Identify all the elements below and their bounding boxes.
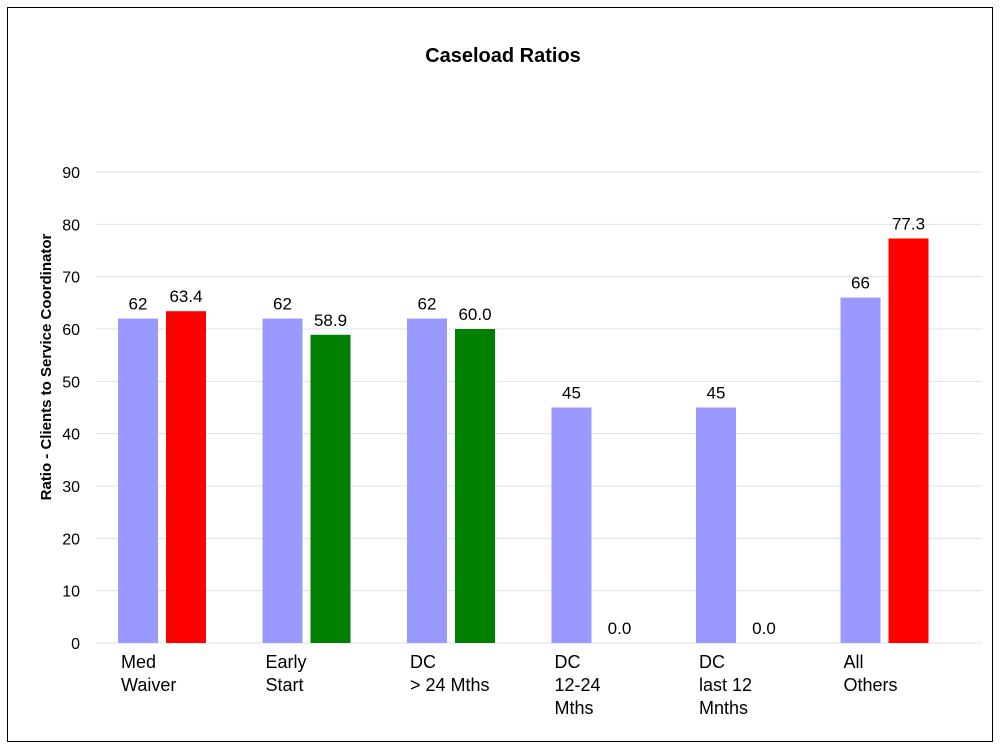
bar	[166, 311, 206, 643]
category-label-line: last 12	[699, 675, 752, 695]
category-label-line: DC	[555, 652, 581, 672]
chart-title: Caseload Ratios	[425, 45, 581, 67]
data-label: 0.0	[752, 619, 776, 638]
category-label-line: > 24 Mths	[410, 675, 490, 695]
bar	[840, 297, 881, 643]
bar	[262, 318, 303, 643]
category-label-line: Med	[121, 652, 156, 672]
category-label-line: Early	[266, 652, 307, 672]
bar	[888, 238, 929, 644]
category-label: DC last 12 Mnths	[699, 652, 752, 718]
data-label: 63.4	[169, 287, 202, 306]
y-tick-label: 70	[62, 270, 80, 287]
y-tick-label: 0	[71, 636, 80, 653]
data-label: 66	[851, 274, 870, 293]
y-tick-label: 40	[62, 427, 80, 444]
category-label: DC > 24 Mths	[410, 652, 490, 695]
data-label: 77.3	[892, 214, 925, 233]
category-label-line: 12-24	[555, 675, 601, 695]
data-labels: 62 63.4 62 58.9 62 60.0 45 0.0 45 0.0 66 77.3	[129, 214, 926, 638]
gridlines	[96, 171, 982, 644]
bar	[310, 334, 351, 643]
data-label: 45	[562, 384, 581, 403]
category-label-line: Mths	[555, 698, 594, 718]
data-label: 0.0	[608, 619, 632, 638]
data-label: 60.0	[458, 305, 491, 324]
x-axis-categories: Med Waiver Early Start DC > 24 Mths DC 12-24 Mth…	[121, 652, 898, 718]
category-label: Med Waiver	[121, 652, 176, 695]
category-label-line: Mnths	[699, 698, 748, 718]
category-label-line: DC	[410, 652, 436, 672]
data-label: 45	[707, 384, 726, 403]
y-axis-ticks: 0 10 20 30 40 50 60 70 80 90	[62, 165, 80, 653]
y-tick-label: 50	[62, 374, 80, 391]
bar	[551, 407, 592, 643]
y-tick-label: 60	[62, 322, 80, 339]
category-label: All Others	[844, 652, 898, 695]
bar	[455, 329, 495, 643]
category-label-line: DC	[699, 652, 725, 672]
bar	[407, 318, 447, 643]
data-label: 58.9	[314, 311, 347, 330]
category-label-line: All	[844, 652, 864, 672]
y-tick-label: 30	[62, 479, 80, 496]
category-label-line: Others	[844, 675, 898, 695]
category-label: Early Start	[266, 652, 307, 695]
y-tick-label: 80	[62, 217, 80, 234]
bar	[118, 318, 158, 643]
category-label: DC 12-24 Mths	[555, 652, 601, 718]
category-label-line: Waiver	[121, 675, 176, 695]
data-label: 62	[418, 295, 437, 314]
y-tick-label: 20	[62, 531, 80, 548]
y-tick-label: 90	[62, 165, 80, 182]
data-label: 62	[129, 295, 148, 314]
bar	[696, 407, 736, 643]
data-label: 62	[273, 295, 292, 314]
bars	[118, 238, 929, 644]
category-label-line: Start	[266, 675, 304, 695]
y-tick-label: 10	[62, 584, 80, 601]
y-axis-label: Ratio - Clients to Service Coordinator	[38, 233, 55, 500]
